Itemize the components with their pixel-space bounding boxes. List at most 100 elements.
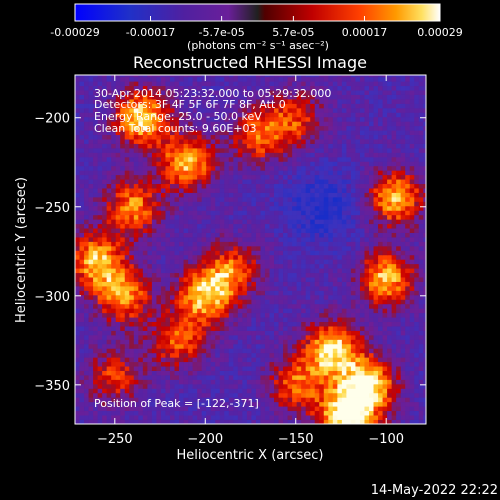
heatmap-cell bbox=[382, 268, 388, 274]
heatmap-cell bbox=[323, 223, 329, 229]
heatmap-cell bbox=[188, 263, 193, 269]
heatmap-cell bbox=[142, 170, 148, 176]
heatmap-cell bbox=[260, 348, 266, 354]
heatmap-cell bbox=[305, 214, 311, 220]
heatmap-cell bbox=[188, 317, 193, 323]
heatmap-cell bbox=[405, 250, 411, 256]
heatmap-cell bbox=[255, 383, 261, 389]
heatmap-cell bbox=[124, 188, 130, 193]
heatmap-cell bbox=[75, 219, 80, 225]
heatmap-cell bbox=[319, 334, 325, 340]
heatmap-cell bbox=[228, 308, 234, 314]
heatmap-cell bbox=[269, 410, 275, 416]
heatmap-cell bbox=[382, 357, 388, 363]
heatmap-cell bbox=[287, 205, 293, 211]
heatmap-cell bbox=[391, 286, 397, 291]
heatmap-cell bbox=[93, 241, 99, 247]
heatmap-cell bbox=[179, 321, 184, 327]
heatmap-cell bbox=[106, 245, 112, 251]
heatmap-cell bbox=[102, 281, 108, 287]
heatmap-cell bbox=[156, 156, 162, 162]
heatmap-cell bbox=[197, 237, 203, 242]
heatmap-cell bbox=[151, 250, 157, 256]
heatmap-cell bbox=[192, 406, 198, 412]
heatmap-cell bbox=[201, 410, 207, 416]
heatmap-cell bbox=[346, 232, 352, 238]
heatmap-cell bbox=[287, 415, 293, 420]
heatmap-cell bbox=[301, 410, 307, 416]
heatmap-cell bbox=[188, 183, 193, 189]
heatmap-cell bbox=[124, 277, 130, 282]
heatmap-cell bbox=[359, 250, 365, 256]
heatmap-cell bbox=[382, 321, 388, 327]
heatmap-cell bbox=[88, 348, 94, 354]
heatmap-cell bbox=[418, 268, 424, 274]
heatmap-cell bbox=[129, 281, 135, 287]
heatmap-cell bbox=[409, 219, 415, 225]
heatmap-cell bbox=[314, 303, 320, 309]
heatmap-cell bbox=[323, 210, 329, 216]
heatmap-cell bbox=[409, 263, 415, 269]
heatmap-cell bbox=[391, 277, 397, 282]
heatmap-cell bbox=[102, 188, 108, 193]
heatmap-cell bbox=[301, 156, 307, 162]
heatmap-cell bbox=[305, 419, 311, 424]
heatmap-cell bbox=[369, 183, 374, 189]
heatmap-cell bbox=[287, 321, 293, 327]
heatmap-cell bbox=[138, 397, 144, 403]
heatmap-cell bbox=[296, 183, 302, 189]
heatmap-cell bbox=[97, 139, 103, 144]
heatmap-cell bbox=[350, 196, 356, 202]
heatmap-cell bbox=[142, 317, 148, 323]
heatmap-cell bbox=[133, 308, 139, 314]
heatmap-cell bbox=[174, 326, 180, 331]
colorbar-ticks: -0.00029 -0.00017 -5.7e-05 5.7e-05 0.00017 0.… bbox=[50, 16, 463, 39]
heatmap-cell bbox=[378, 214, 383, 220]
heatmap-cell bbox=[197, 352, 203, 358]
heatmap-cell bbox=[283, 343, 288, 349]
heatmap-cell bbox=[310, 232, 316, 238]
heatmap-cell bbox=[147, 286, 153, 291]
heatmap-cell bbox=[255, 357, 261, 363]
heatmap-cell bbox=[174, 232, 180, 238]
heatmap-cell bbox=[233, 183, 239, 189]
heatmap-cell bbox=[409, 281, 415, 287]
heatmap-cell bbox=[151, 228, 157, 233]
heatmap-cell bbox=[319, 348, 325, 354]
heatmap-cell bbox=[310, 281, 316, 287]
heatmap-cell bbox=[287, 188, 293, 193]
heatmap-cell bbox=[210, 277, 216, 282]
heatmap-cell bbox=[346, 370, 352, 376]
heatmap-cell bbox=[138, 139, 144, 144]
heatmap-cell bbox=[269, 254, 275, 260]
heatmap-cell bbox=[400, 268, 406, 274]
heatmap-cell bbox=[278, 419, 284, 424]
heatmap-cell bbox=[292, 388, 298, 394]
heatmap-cell bbox=[305, 223, 311, 229]
heatmap-cell bbox=[369, 388, 374, 394]
heatmap-cell bbox=[106, 388, 112, 394]
heatmap-cell bbox=[418, 379, 424, 385]
heatmap-cell bbox=[169, 245, 175, 251]
heatmap-cell bbox=[93, 201, 99, 207]
heatmap-cell bbox=[314, 406, 320, 412]
heatmap-cell bbox=[296, 250, 302, 256]
heatmap-cell bbox=[283, 143, 288, 149]
heatmap-cell bbox=[197, 366, 203, 371]
heatmap-cell bbox=[224, 268, 230, 274]
heatmap-cell bbox=[323, 343, 329, 349]
heatmap-cell bbox=[142, 165, 148, 171]
heatmap-cell bbox=[396, 299, 402, 305]
heatmap-cell bbox=[165, 392, 171, 398]
heatmap-cell bbox=[278, 259, 284, 265]
heatmap-cell bbox=[142, 268, 148, 274]
heatmap-cell bbox=[301, 294, 307, 300]
heatmap-cell bbox=[301, 254, 307, 260]
heatmap-cell bbox=[215, 214, 221, 220]
heatmap-cell bbox=[192, 139, 198, 144]
heatmap-cell bbox=[382, 188, 388, 193]
heatmap-cell bbox=[337, 245, 343, 251]
heatmap-cell bbox=[156, 188, 162, 193]
heatmap-cell bbox=[111, 388, 117, 394]
heatmap-cell bbox=[233, 165, 239, 171]
